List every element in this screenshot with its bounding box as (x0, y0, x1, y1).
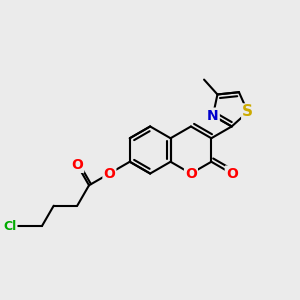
Text: O: O (226, 167, 238, 181)
Text: N: N (207, 109, 219, 123)
Text: O: O (71, 158, 83, 172)
Text: Cl: Cl (3, 220, 16, 232)
Text: O: O (185, 167, 197, 181)
Text: O: O (103, 167, 115, 181)
Text: S: S (242, 104, 253, 119)
